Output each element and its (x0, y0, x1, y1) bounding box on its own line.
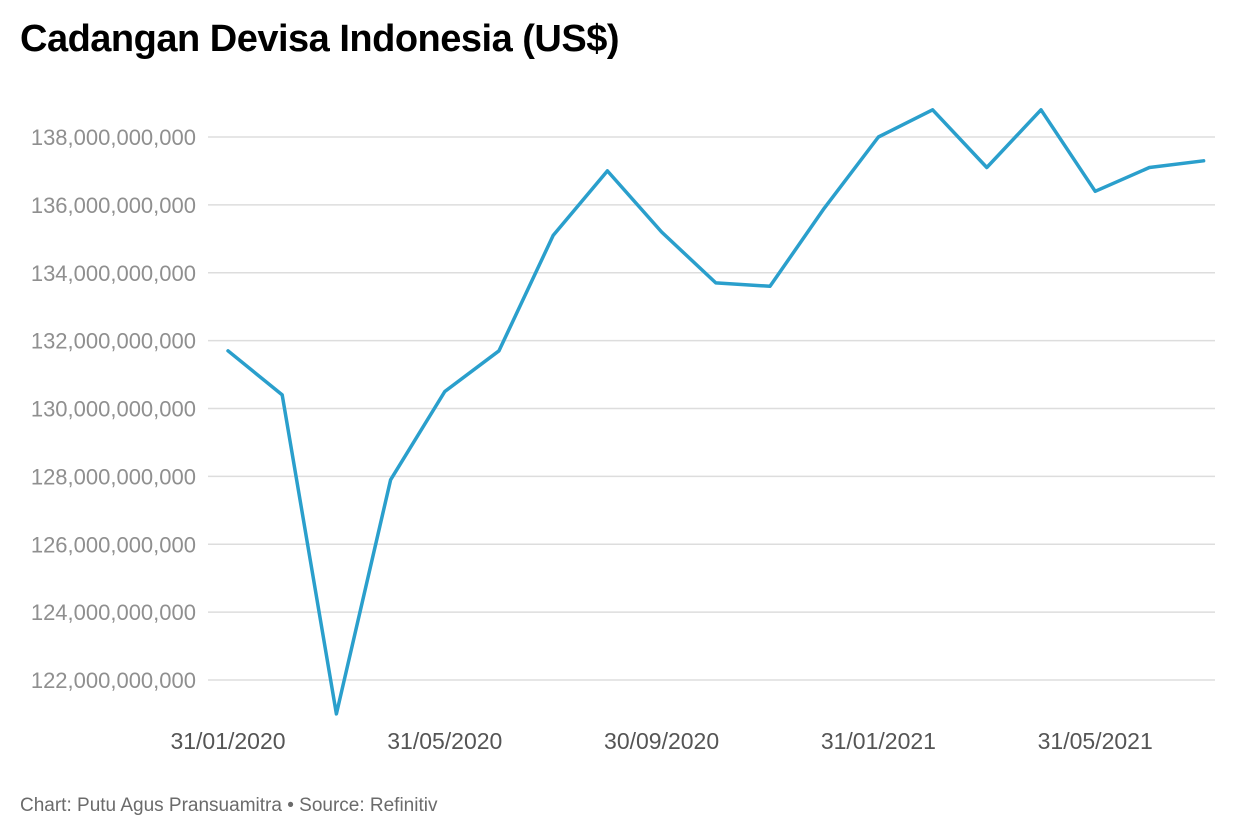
x-tick-label: 31/05/2021 (1038, 728, 1153, 754)
footer-separator: • (287, 795, 294, 816)
chart-title: Cadangan Devisa Indonesia (US$) (20, 18, 620, 60)
chart-source: Source: Refinitiv (299, 795, 438, 816)
y-tick-label: 134,000,000,000 (31, 261, 196, 286)
y-tick-label: 122,000,000,000 (31, 668, 196, 693)
y-tick-label: 124,000,000,000 (31, 600, 196, 625)
y-tick-label: 126,000,000,000 (31, 532, 196, 557)
chart-footer: Chart: Putu Agus Pransuamitra • Source: … (20, 795, 437, 817)
series-group (226, 108, 1206, 716)
series-line (226, 108, 1206, 716)
gridlines (208, 136, 1215, 681)
chart-credit: Chart: Putu Agus Pransuamitra (20, 795, 282, 816)
y-tick-label: 132,000,000,000 (31, 329, 196, 354)
x-tick-label: 31/05/2020 (387, 728, 502, 754)
y-tick-label: 138,000,000,000 (31, 125, 196, 150)
x-tick-label: 31/01/2020 (170, 728, 285, 754)
y-axis-ticks: 122,000,000,000 124,000,000,000 126,000,00… (31, 125, 196, 693)
y-tick-label: 128,000,000,000 (31, 464, 196, 489)
x-axis-ticks: 31/01/2020 31/05/2020 30/09/2020 31/01/2021… (170, 728, 1152, 754)
x-tick-label: 31/01/2021 (821, 728, 936, 754)
y-tick-label: 130,000,000,000 (31, 397, 196, 422)
y-tick-label: 136,000,000,000 (31, 193, 196, 218)
x-tick-label: 30/09/2020 (604, 728, 719, 754)
